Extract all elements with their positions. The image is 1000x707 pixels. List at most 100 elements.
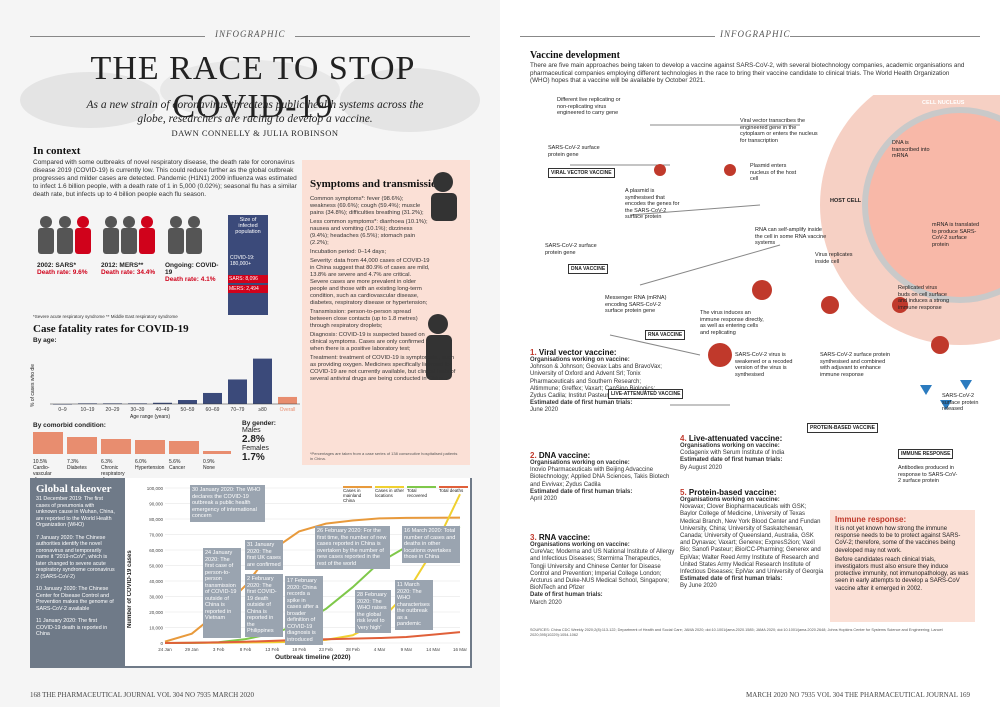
dna-vaccine-label: DNA VACCINE — [568, 264, 609, 274]
diagram-label: The virus induces an immune response dir… — [700, 310, 764, 336]
x-tick-label: 4 Mar — [374, 647, 386, 652]
divider — [520, 36, 715, 37]
timeline-ylabel: Number of COVID-19 cases — [127, 550, 133, 628]
immune-response-panel: Immune response: It is not yet known how… — [830, 510, 975, 622]
symptoms-panel: Symptoms and transmission Common symptom… — [302, 160, 470, 465]
y-tick-label: 100,000 — [147, 486, 164, 491]
outbreak-covid: Ongoing: COVID-19 Death rate: 4.1% — [165, 262, 219, 283]
outbreak-mers: 2012: MERS** Death rate: 34.4% — [101, 262, 156, 276]
divider — [30, 36, 205, 37]
timeline-chart-area: 0 10,000 20,000 30,000 40,000 50,000 60,000 70,… — [125, 478, 470, 666]
sources: SOURCES: China CDC Weekly 2020;2(8):113-… — [530, 628, 943, 637]
coughing-person-icon — [426, 314, 452, 380]
x-tick-label: 9 Mar — [401, 647, 413, 652]
immune-response-label: IMMUNE RESPONSE — [898, 449, 954, 459]
vaccine-diagram — [570, 95, 1000, 410]
immune-heading: Immune response: — [835, 515, 907, 524]
diagram-label: DNA is transcribed into mRNA — [892, 140, 930, 159]
page-tag: INFOGRAPHIC — [215, 29, 286, 39]
y-axis-label: % of cases who die — [30, 363, 36, 407]
symptoms-footnote: *Percentages are taken from a case serie… — [310, 451, 458, 461]
diagram-label: Viral vector transcribes the engineered … — [740, 118, 818, 144]
comorbid-row: 10.5%Cardio-vascular disease 7.3%Diabete… — [33, 432, 233, 483]
age-tick-label: Overall — [280, 407, 296, 413]
vaccine-2: 2. DNA vaccine: Organisations working on… — [530, 451, 670, 503]
context-footnote: *Severe acute respiratory syndrome ** Mi… — [33, 314, 178, 319]
gender-section: By gender: Males 2.8% Females 1.7% — [242, 420, 276, 463]
immune-item: It is not yet known how strong the immun… — [835, 526, 961, 554]
cfr-heading: Case fatality rates for COVID-19 — [33, 323, 189, 335]
vaccine-1: 1. Viral vector vaccine: Organisations w… — [530, 348, 662, 414]
immune-item: Before candidates reach clinical trials,… — [835, 556, 969, 592]
y-tick-label: 70,000 — [149, 533, 163, 538]
timeline-note: 16 March 2020: Total number of cases and… — [402, 526, 460, 563]
x-tick-label: 8 Feb — [240, 647, 252, 652]
age-tick-label: ≥80 — [258, 407, 267, 413]
cfr-age-chart: % of cases who die 0–9 10–19 20–29 30–39 40–… — [30, 352, 300, 422]
y-tick-label: 30,000 — [149, 595, 163, 600]
divider — [295, 36, 470, 37]
context-text: Compared with some outbreaks of novel re… — [33, 159, 297, 198]
sick-person-icon — [431, 172, 457, 221]
cfr-section: Case fatality rates for COVID-19 By age: — [33, 323, 298, 344]
age-bar — [153, 402, 172, 404]
world-map-graphic — [20, 60, 480, 132]
by-age-label: By age: — [33, 337, 57, 344]
timeline-note: 26 February 2020: For the first time, th… — [315, 526, 390, 569]
right-page: INFOGRAPHIC Vaccine development There ar… — [500, 0, 1000, 707]
comorbid-heading: By comorbid condition: — [33, 422, 106, 429]
diagram-label: SARS-CoV-2 surface protein released — [942, 393, 979, 412]
vaccine-3: 3. RNA vaccine: Organisations working on… — [530, 533, 675, 606]
population-bar: Size of infected population COVID-19: 18… — [228, 215, 268, 315]
y-tick-label: 10,000 — [149, 626, 163, 631]
age-chart-svg: 0–9 10–19 20–29 30–39 40–49 50–59 60–69 70–79 ≥8… — [50, 358, 300, 413]
age-bar — [128, 403, 147, 404]
y-tick-label: 0 — [160, 641, 163, 646]
symptoms-list: Common symptoms*: fever (98.6%); weaknes… — [310, 196, 456, 382]
rna-vaccine-label: RNA VACCINE — [645, 330, 686, 340]
left-page: INFOGRAPHIC THE RACE TO STOP COVID-19 As… — [20, 29, 480, 699]
age-tick-label: 0–9 — [58, 407, 67, 413]
diagram-label: SARS-CoV-2 surface protein synthesised a… — [820, 352, 891, 378]
y-tick-label: 60,000 — [149, 548, 163, 553]
age-tick-label: 70–79 — [231, 407, 245, 413]
symptoms-heading: Symptoms and transmission — [310, 178, 443, 190]
timeline-note: 2 February 2020: The first COVID-19 deat… — [245, 574, 283, 637]
x-tick-label: 18 Feb — [292, 647, 307, 652]
x-axis-label: Age range (years) — [130, 414, 171, 420]
x-tick-label: 28 Feb — [346, 647, 361, 652]
age-bar — [178, 400, 197, 404]
x-tick-label: 3 Feb — [213, 647, 225, 652]
diagram-label: mRNA is translated to produce SARS-CoV-2… — [932, 222, 980, 248]
age-tick-label: 20–29 — [106, 407, 120, 413]
timeline-note: 28 February 2020: The WHO raises the glo… — [355, 590, 391, 633]
y-tick-label: 50,000 — [149, 564, 163, 569]
viral-vector-label: VIRAL VECTOR VACCINE — [548, 168, 615, 178]
page-tag: INFOGRAPHIC — [720, 29, 791, 39]
x-tick-label: 13 Feb — [265, 647, 280, 652]
page-footer: MARCH 2020 NO 7935 VOL 304 THE PHARMACEU… — [746, 691, 970, 699]
outbreak-sars: 2002: SARS* Death rate: 9.6% — [37, 262, 88, 276]
context-heading: In context — [33, 145, 81, 157]
timeline-legend: Cases in mainland China Cases in other l… — [343, 486, 468, 503]
diagram-label: SARS-CoV-2 surface protein gene — [548, 145, 600, 158]
protein-based-label: PROTEIN-BASED VACCINE — [807, 423, 878, 433]
age-bar — [278, 396, 297, 404]
diagram-label: Different live replicating or non-replic… — [557, 97, 621, 116]
vaccine-intro: There are five main approaches being tak… — [530, 62, 965, 84]
cell-nucleus-label: CELL NUCLEUS — [922, 100, 965, 106]
timeline-note: 30 January 2020: The WHO declares the CO… — [190, 485, 265, 522]
y-tick-label: 80,000 — [149, 517, 163, 522]
age-tick-label: 10–19 — [81, 407, 95, 413]
diagram-label: Virus replicates inside cell — [815, 252, 853, 265]
page-title: THE RACE TO STOP COVID-19 — [90, 50, 416, 125]
divider — [790, 36, 980, 37]
age-bar — [228, 379, 247, 404]
vaccine-4: 4. Live-attenuated vaccine: Organisation… — [680, 434, 785, 471]
age-bar — [103, 403, 122, 404]
x-tick-label: 14 Mar — [426, 647, 441, 652]
diagram-label: A plasmid is synthesised that encodes th… — [625, 188, 680, 220]
context-section: In context Compared with some outbreaks … — [33, 145, 298, 199]
x-tick-label: 16 Mar — [453, 647, 468, 652]
timeline-note: 11 March 2020: The WHO characterises the… — [395, 580, 433, 630]
